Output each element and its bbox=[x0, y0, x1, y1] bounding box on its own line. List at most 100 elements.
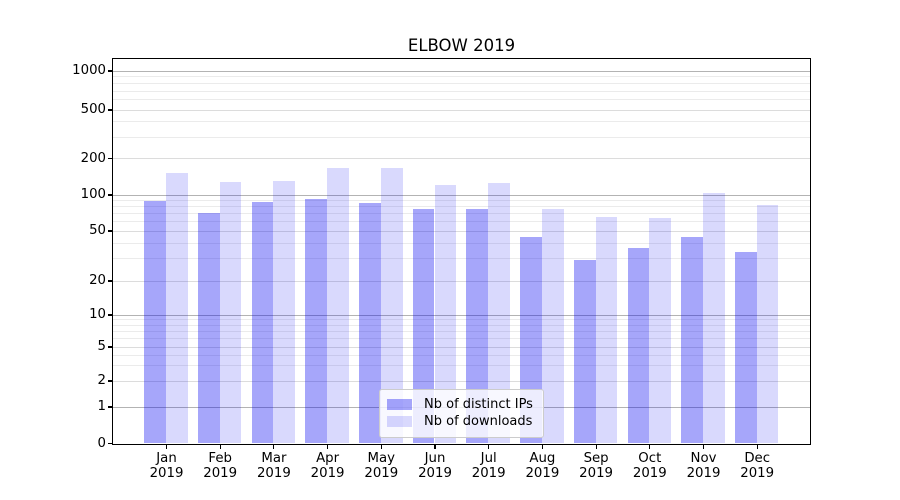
x-tick-label: Mar 2019 bbox=[256, 451, 291, 481]
bar-distinct-ips-nov bbox=[681, 237, 703, 443]
bar-downloads-jun bbox=[434, 185, 457, 443]
legend-swatch-distinct-ips bbox=[387, 399, 412, 410]
legend: Nb of distinct IPs Nb of downloads bbox=[379, 389, 544, 438]
gridline bbox=[113, 346, 810, 348]
bar-downloads-oct bbox=[649, 217, 672, 443]
bar-distinct-ips-oct bbox=[627, 248, 650, 443]
gridline bbox=[113, 230, 810, 232]
minor-gridline bbox=[113, 83, 810, 85]
x-tick bbox=[702, 445, 705, 449]
gridline bbox=[113, 194, 810, 196]
bar-distinct-ips-dec bbox=[734, 251, 757, 443]
x-tick bbox=[756, 445, 758, 449]
y-tick bbox=[108, 194, 112, 196]
x-tick bbox=[595, 445, 597, 449]
minor-gridline bbox=[113, 136, 810, 138]
gridline bbox=[113, 158, 810, 159]
bar-distinct-ips-sep bbox=[573, 260, 596, 443]
x-tick-label: Aug 2019 bbox=[525, 451, 560, 481]
gridline bbox=[113, 280, 810, 282]
bar-downloads-mar bbox=[273, 180, 296, 443]
legend-label-distinct-ips: Nb of distinct IPs bbox=[424, 397, 533, 412]
minor-gridline bbox=[113, 319, 810, 321]
bar-distinct-ips-jun bbox=[412, 209, 435, 443]
x-tick-label: Nov 2019 bbox=[686, 451, 721, 481]
bar-downloads-jul bbox=[488, 182, 510, 443]
x-tick-label: Apr 2019 bbox=[310, 451, 345, 481]
x-tick-label: Jul 2019 bbox=[471, 451, 506, 481]
x-tick-label: Jun 2019 bbox=[418, 451, 452, 481]
y-tick bbox=[108, 70, 112, 72]
x-tick bbox=[541, 445, 543, 449]
y-tick-label: 100 bbox=[80, 187, 106, 202]
minor-gridline bbox=[113, 99, 810, 101]
bar-downloads-apr bbox=[327, 168, 349, 443]
x-tick bbox=[219, 445, 221, 449]
x-tick bbox=[434, 445, 436, 449]
y-tick bbox=[108, 380, 112, 382]
bar-downloads-dec bbox=[756, 205, 779, 443]
x-tick bbox=[380, 445, 382, 449]
x-tick bbox=[327, 445, 329, 449]
y-tick-label: 50 bbox=[89, 223, 106, 238]
minor-gridline bbox=[113, 221, 810, 223]
y-tick bbox=[108, 314, 112, 316]
minor-gridline bbox=[113, 354, 810, 356]
legend-label-downloads: Nb of downloads bbox=[424, 414, 533, 429]
y-tick-label: 500 bbox=[80, 102, 106, 117]
bar-downloads-sep bbox=[595, 216, 618, 443]
minor-gridline bbox=[113, 330, 810, 332]
legend-swatch-downloads bbox=[387, 416, 412, 427]
gridline bbox=[113, 314, 810, 316]
minor-gridline bbox=[113, 76, 810, 78]
y-tick bbox=[108, 406, 112, 408]
y-tick-label: 20 bbox=[89, 273, 106, 288]
y-tick-label: 2 bbox=[97, 373, 106, 388]
bar-downloads-feb bbox=[219, 181, 242, 443]
x-tick-label: Dec 2019 bbox=[740, 451, 775, 481]
minor-gridline bbox=[113, 365, 810, 367]
legend-item-downloads: Nb of downloads bbox=[387, 414, 536, 429]
y-tick-label: 1 bbox=[97, 399, 106, 414]
bar-distinct-ips-apr bbox=[305, 198, 328, 443]
minor-gridline bbox=[113, 338, 810, 340]
bar-distinct-ips-jul bbox=[466, 209, 489, 443]
minor-gridline bbox=[113, 199, 810, 201]
minor-gridline bbox=[113, 90, 810, 92]
y-tick-label: 1000 bbox=[72, 63, 106, 78]
x-tick-label: Feb 2019 bbox=[203, 451, 238, 481]
x-tick-label: Jan 2019 bbox=[149, 451, 184, 481]
x-tick-label: Sep 2019 bbox=[579, 451, 614, 481]
bar-distinct-ips-mar bbox=[251, 201, 274, 443]
x-tick-label: May 2019 bbox=[364, 451, 399, 481]
gridline bbox=[113, 109, 810, 111]
bar-distinct-ips-jan bbox=[144, 200, 166, 443]
gridline bbox=[113, 380, 810, 382]
x-tick bbox=[273, 445, 275, 449]
x-tick bbox=[165, 445, 168, 449]
y-tick bbox=[108, 280, 112, 282]
bar-distinct-ips-feb bbox=[197, 213, 220, 443]
y-tick-label: 0 bbox=[97, 435, 106, 451]
bar-distinct-ips-may bbox=[359, 202, 381, 443]
bar-downloads-aug bbox=[541, 209, 564, 443]
y-tick-label: 10 bbox=[89, 307, 106, 322]
y-tick bbox=[108, 230, 112, 232]
minor-gridline bbox=[113, 242, 810, 244]
y-tick bbox=[108, 346, 112, 348]
legend-item-distinct-ips: Nb of distinct IPs bbox=[387, 397, 536, 412]
bar-downloads-nov bbox=[703, 192, 725, 443]
minor-gridline bbox=[113, 206, 810, 208]
x-tick-label: Oct 2019 bbox=[632, 451, 667, 481]
y-tick bbox=[108, 109, 112, 111]
y-tick-label: 5 bbox=[97, 339, 106, 354]
gridline bbox=[113, 70, 810, 72]
y-tick bbox=[108, 442, 112, 445]
minor-gridline bbox=[113, 213, 810, 215]
y-tick bbox=[108, 157, 112, 160]
x-tick bbox=[488, 445, 490, 449]
x-tick bbox=[649, 445, 651, 449]
minor-gridline bbox=[113, 258, 810, 260]
minor-gridline bbox=[113, 121, 810, 123]
